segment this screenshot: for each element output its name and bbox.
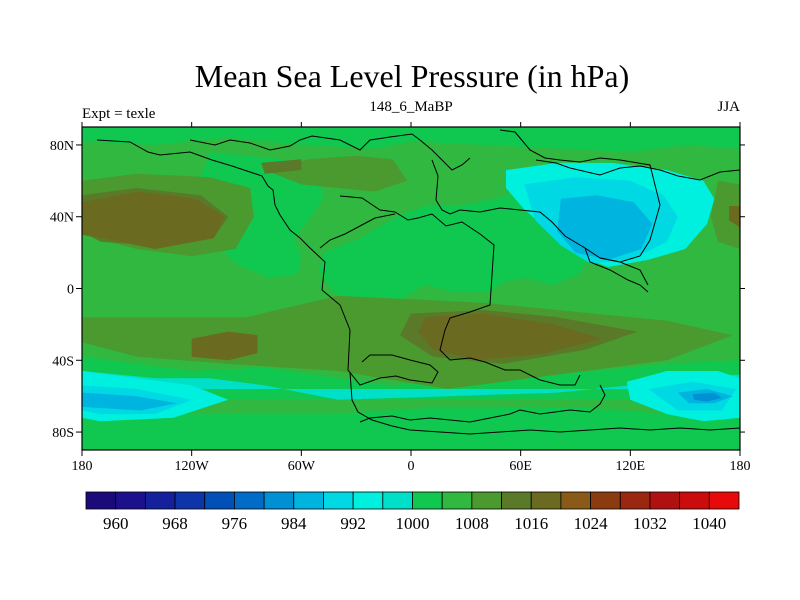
- colorbar-label: 1024: [574, 514, 609, 533]
- coastline-north-america: [96, 139, 439, 386]
- colorbar-swatch: [560, 491, 591, 510]
- pressure-region-south-pacific-high: [191, 331, 258, 361]
- colorbar-swatch: [708, 491, 740, 510]
- colorbar-labels: 960 968 976 984 992 1000 1008 1016 1024 1032 1040: [103, 514, 726, 533]
- colorbar-swatch: [649, 491, 681, 510]
- coastline-southern-tip: [349, 371, 740, 435]
- pressure-region-southern-low-core: [82, 392, 177, 411]
- colorbar-label: 1016: [514, 514, 548, 533]
- colorbar-label: 1000: [396, 514, 430, 533]
- x-axis: 180 120W 60W 0 60E 120E 180: [72, 122, 751, 474]
- colorbar-swatch: [174, 491, 206, 510]
- pressure-region-south-ocean-inner: [82, 371, 740, 400]
- colorbar-swatch: [85, 491, 117, 510]
- colorbar-swatch: [293, 491, 324, 510]
- pressure-region-east-north-high: [710, 180, 740, 249]
- colorbar-label: 976: [222, 514, 248, 533]
- colorbar-swatch: [115, 491, 146, 510]
- colorbar-swatch: [144, 491, 176, 510]
- colorbar-label: 1040: [692, 514, 726, 533]
- y-tick-label: 0: [67, 283, 74, 298]
- coastline-east-island: [584, 247, 649, 293]
- colorbar-swatch: [204, 491, 235, 510]
- coastline-south-america: [339, 195, 581, 386]
- coastline-interior-sea: [319, 213, 396, 249]
- pressure-field: [82, 127, 740, 450]
- x-tick-label: 120W: [175, 459, 210, 474]
- colorbar-label: 984: [281, 514, 307, 533]
- colorbar-label: 1032: [633, 514, 667, 533]
- colorbar-swatch: [590, 491, 621, 510]
- x-tick-label: 180: [72, 459, 93, 474]
- y-tick-label: 80N: [50, 139, 74, 154]
- y-axis: 80N 40N 0 40S 80S: [50, 139, 745, 441]
- y-tick-label: 80S: [52, 426, 74, 441]
- colorbar: [85, 491, 740, 510]
- x-tick-label: 60E: [509, 459, 532, 474]
- coastline-overlay: [96, 129, 740, 435]
- x-tick-label: 0: [408, 459, 415, 474]
- colorbar-swatch: [412, 491, 443, 510]
- y-tick-label: 40S: [52, 354, 74, 369]
- colorbar-swatch: [679, 491, 710, 510]
- coastline-east-asia: [535, 159, 740, 181]
- y-tick-label: 40N: [50, 211, 74, 226]
- colorbar-label: 992: [340, 514, 366, 533]
- colorbar-swatch: [234, 491, 265, 510]
- pressure-region-asia-low-core: [557, 195, 653, 260]
- colorbar-swatch: [323, 491, 354, 510]
- pressure-region-southern-subtropical-high-core: [418, 313, 602, 361]
- x-tick-label: 120E: [616, 459, 646, 474]
- coastline-asia-interior: [499, 129, 661, 263]
- period-label: 148_6_MaBP: [369, 99, 452, 115]
- pressure-region-east-southern-low-eye: [692, 392, 722, 402]
- pressure-region-north-atlantic-high-core: [261, 159, 302, 174]
- season-label: JJA: [717, 99, 740, 115]
- colorbar-swatch: [382, 491, 413, 510]
- experiment-label: Expt = texle: [82, 106, 156, 122]
- colorbar-swatch: [441, 491, 473, 510]
- map-title: Mean Sea Level Pressure (in hPa): [195, 58, 630, 94]
- pressure-region-north-polar-cap: [82, 127, 740, 153]
- coastline-arctic-north: [189, 133, 471, 171]
- colorbar-swatch: [471, 491, 502, 510]
- x-tick-label: 60W: [288, 459, 316, 474]
- x-tick-label: 180: [730, 459, 751, 474]
- colorbar-label: 960: [103, 514, 129, 533]
- colorbar-swatch: [263, 491, 295, 510]
- pressure-region-east-north-high-core: [729, 206, 740, 228]
- colorbar-swatch: [352, 491, 384, 510]
- colorbar-label: 968: [162, 514, 188, 533]
- colorbar-swatch: [530, 491, 562, 510]
- colorbar-swatch: [501, 491, 532, 510]
- pressure-region-south-america-africa-low: [319, 188, 594, 314]
- pressure-region-south-polar-band: [82, 403, 740, 450]
- coastline-antarctica: [359, 384, 606, 423]
- colorbar-swatch: [619, 491, 651, 510]
- pressure-region-north-pacific-high-peak: [82, 191, 225, 249]
- colorbar-label: 1008: [455, 514, 489, 533]
- pressure-region-tropical-high: [82, 295, 733, 389]
